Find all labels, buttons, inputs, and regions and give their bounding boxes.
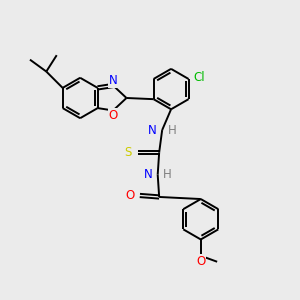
Text: O: O: [125, 189, 134, 202]
Text: H: H: [167, 124, 176, 136]
Text: Cl: Cl: [193, 71, 205, 84]
Text: N: N: [148, 124, 157, 136]
Text: S: S: [124, 146, 132, 159]
Text: O: O: [109, 109, 118, 122]
Text: N: N: [144, 168, 152, 181]
Text: N: N: [109, 74, 118, 87]
Text: H: H: [163, 168, 172, 181]
Text: O: O: [196, 255, 206, 268]
